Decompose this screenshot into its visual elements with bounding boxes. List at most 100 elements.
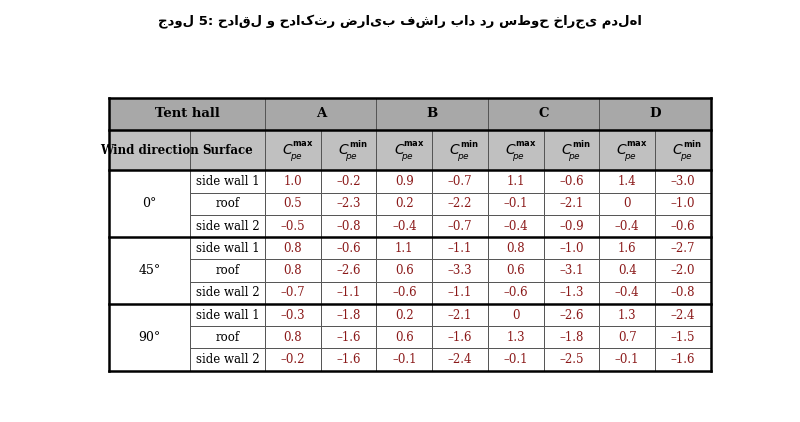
Text: $\mathbf{\mathit{C}}$: $\mathbf{\mathit{C}}$ (338, 143, 350, 157)
Text: side wall 2: side wall 2 (196, 353, 259, 366)
Text: side wall 1: side wall 1 (196, 308, 259, 322)
Text: –2.7: –2.7 (670, 242, 695, 255)
Text: –1.0: –1.0 (670, 197, 695, 210)
Bar (543, 349, 599, 371)
Text: –2.6: –2.6 (336, 264, 361, 277)
Bar (599, 281, 655, 304)
Text: $\mathbf{\mathit{C}}$: $\mathbf{\mathit{C}}$ (561, 143, 572, 157)
Bar (265, 326, 321, 349)
Text: –2.0: –2.0 (670, 264, 695, 277)
Bar (190, 304, 265, 326)
Bar (599, 260, 655, 281)
Bar (190, 215, 265, 237)
Text: –0.6: –0.6 (559, 175, 584, 188)
Bar (488, 260, 543, 281)
Bar (432, 192, 488, 215)
Text: 1.6: 1.6 (618, 242, 637, 255)
Bar (488, 326, 543, 349)
Text: D: D (650, 107, 661, 120)
Text: 0°: 0° (142, 197, 157, 210)
Bar (190, 260, 265, 281)
Bar (432, 349, 488, 371)
Text: $\mathbf{\mathit{C}}$: $\mathbf{\mathit{C}}$ (450, 143, 461, 157)
Bar (377, 215, 432, 237)
Text: –0.2: –0.2 (336, 175, 361, 188)
Bar (655, 192, 710, 215)
Text: 0.6: 0.6 (395, 331, 414, 344)
Text: $\mathbf{\mathit{C}}$: $\mathbf{\mathit{C}}$ (672, 143, 684, 157)
Bar (599, 215, 655, 237)
Text: 0.8: 0.8 (283, 331, 302, 344)
Bar (432, 326, 488, 349)
Bar (265, 281, 321, 304)
Bar (321, 170, 377, 192)
Text: –2.1: –2.1 (559, 197, 584, 210)
Text: 0.2: 0.2 (395, 308, 414, 322)
Bar (377, 326, 432, 349)
Bar (488, 237, 543, 260)
Text: –0.9: –0.9 (559, 219, 584, 233)
Text: 0.2: 0.2 (395, 197, 414, 210)
Text: Tent hall: Tent hall (154, 107, 220, 120)
Text: 1.0: 1.0 (283, 175, 302, 188)
Bar (599, 98, 710, 130)
Text: –0.4: –0.4 (392, 219, 417, 233)
Text: $\mathbf{\mathit{C}}$: $\mathbf{\mathit{C}}$ (282, 143, 294, 157)
Text: –0.1: –0.1 (503, 197, 528, 210)
Text: Wind direction: Wind direction (100, 143, 199, 157)
Text: –1.6: –1.6 (448, 331, 472, 344)
Text: side wall 2: side wall 2 (196, 286, 259, 299)
Bar (543, 304, 599, 326)
Text: –1.8: –1.8 (337, 308, 361, 322)
Bar (488, 130, 543, 170)
Bar (599, 192, 655, 215)
Bar (655, 260, 710, 281)
Text: –0.2: –0.2 (281, 353, 305, 366)
Text: 0: 0 (512, 308, 519, 322)
Bar (599, 130, 655, 170)
Text: $\mathbf{\mathit{C}}$: $\mathbf{\mathit{C}}$ (616, 143, 628, 157)
Bar (265, 98, 377, 130)
Text: 0.6: 0.6 (395, 264, 414, 277)
Text: –0.8: –0.8 (670, 286, 695, 299)
Text: –2.4: –2.4 (670, 308, 695, 322)
Text: –0.7: –0.7 (448, 175, 472, 188)
Text: –0.5: –0.5 (281, 219, 306, 233)
Text: $\mathbf{\mathit{C}}$: $\mathbf{\mathit{C}}$ (505, 143, 517, 157)
Text: –2.6: –2.6 (559, 308, 584, 322)
Bar (110, 304, 190, 371)
Text: –1.6: –1.6 (336, 353, 361, 366)
Text: –2.5: –2.5 (559, 353, 584, 366)
Text: –1.5: –1.5 (670, 331, 695, 344)
Bar (110, 98, 265, 130)
Text: $\mathbf{min}$: $\mathbf{min}$ (349, 138, 368, 149)
Bar (377, 260, 432, 281)
Bar (321, 349, 377, 371)
Text: –0.4: –0.4 (503, 219, 528, 233)
Text: 1.1: 1.1 (395, 242, 414, 255)
Text: –0.1: –0.1 (615, 353, 639, 366)
Bar (110, 130, 190, 170)
Bar (110, 237, 190, 304)
Text: 0: 0 (623, 197, 631, 210)
Bar (488, 192, 543, 215)
Bar (599, 326, 655, 349)
Text: –1.8: –1.8 (559, 331, 584, 344)
Text: 45°: 45° (138, 264, 161, 277)
Text: –0.6: –0.6 (503, 286, 528, 299)
Bar (655, 304, 710, 326)
Bar (190, 192, 265, 215)
Text: 1.3: 1.3 (618, 308, 637, 322)
Text: 1.1: 1.1 (506, 175, 525, 188)
Text: –0.6: –0.6 (670, 219, 695, 233)
Text: C: C (538, 107, 549, 120)
Text: $\mathit{pe}$: $\mathit{pe}$ (679, 152, 692, 163)
Text: side wall 2: side wall 2 (196, 219, 259, 233)
Text: –2.2: –2.2 (448, 197, 472, 210)
Text: –3.0: –3.0 (670, 175, 695, 188)
Text: –0.4: –0.4 (615, 286, 639, 299)
Text: 0.9: 0.9 (395, 175, 414, 188)
Bar (488, 215, 543, 237)
Bar (655, 349, 710, 371)
Bar (265, 192, 321, 215)
